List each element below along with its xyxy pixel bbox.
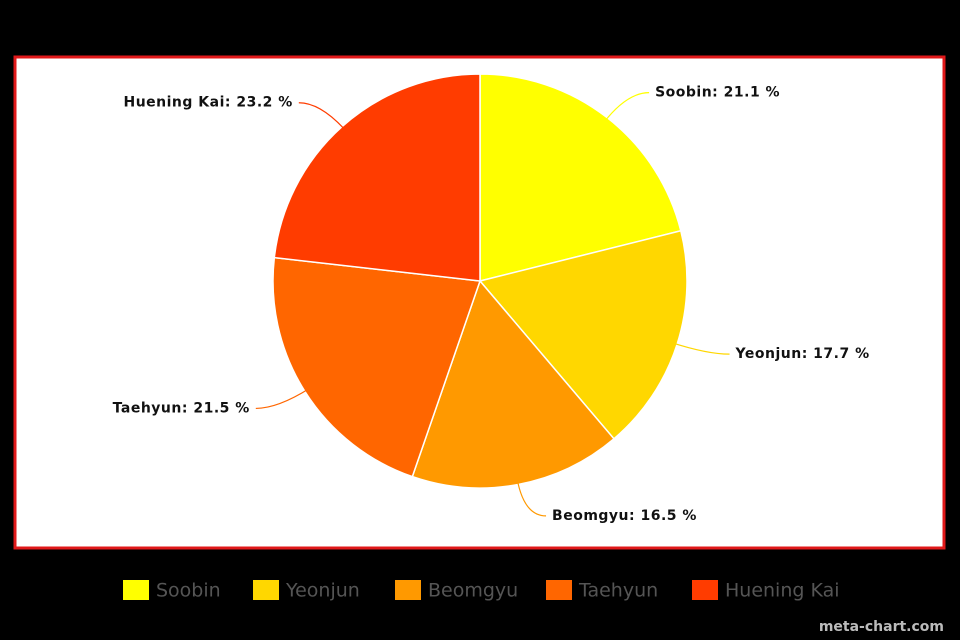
data-label: Yeonjun: 17.7 %: [735, 346, 870, 362]
legend-swatch: [253, 580, 279, 600]
leader-line: [603, 92, 650, 123]
leader-line: [298, 102, 347, 132]
legend-label: Huening Kai: [725, 580, 840, 602]
legend-swatch: [395, 580, 421, 600]
legend-label: Taehyun: [578, 580, 658, 602]
legend-label: Yeonjun: [285, 580, 360, 602]
legend-label: Soobin: [156, 580, 221, 602]
leader-line: [516, 478, 547, 517]
data-label: Beomgyu: 16.5 %: [552, 508, 697, 524]
legend-swatch: [546, 580, 572, 600]
legend-swatch: [123, 580, 149, 600]
legend-swatch: [692, 580, 718, 600]
data-label: Taehyun: 21.5 %: [113, 400, 250, 416]
data-label: Soobin: 21.1 %: [655, 85, 780, 101]
leader-line: [255, 387, 311, 410]
leader-line: [671, 341, 730, 355]
watermark: meta-chart.com: [819, 619, 944, 635]
legend-label: Beomgyu: [428, 580, 518, 602]
data-label: Huening Kai: 23.2 %: [123, 95, 292, 111]
